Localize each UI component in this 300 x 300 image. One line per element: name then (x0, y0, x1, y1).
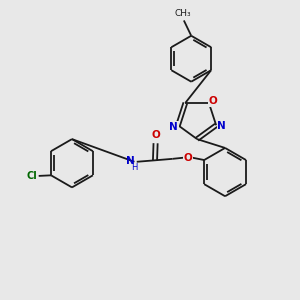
Text: CH₃: CH₃ (174, 9, 191, 18)
Text: N: N (126, 156, 134, 166)
Text: N: N (169, 122, 178, 132)
Text: Cl: Cl (26, 171, 37, 181)
Text: O: O (184, 153, 192, 163)
Text: O: O (151, 130, 160, 140)
Text: O: O (208, 96, 217, 106)
Text: N: N (217, 121, 226, 131)
Text: H: H (131, 163, 138, 172)
